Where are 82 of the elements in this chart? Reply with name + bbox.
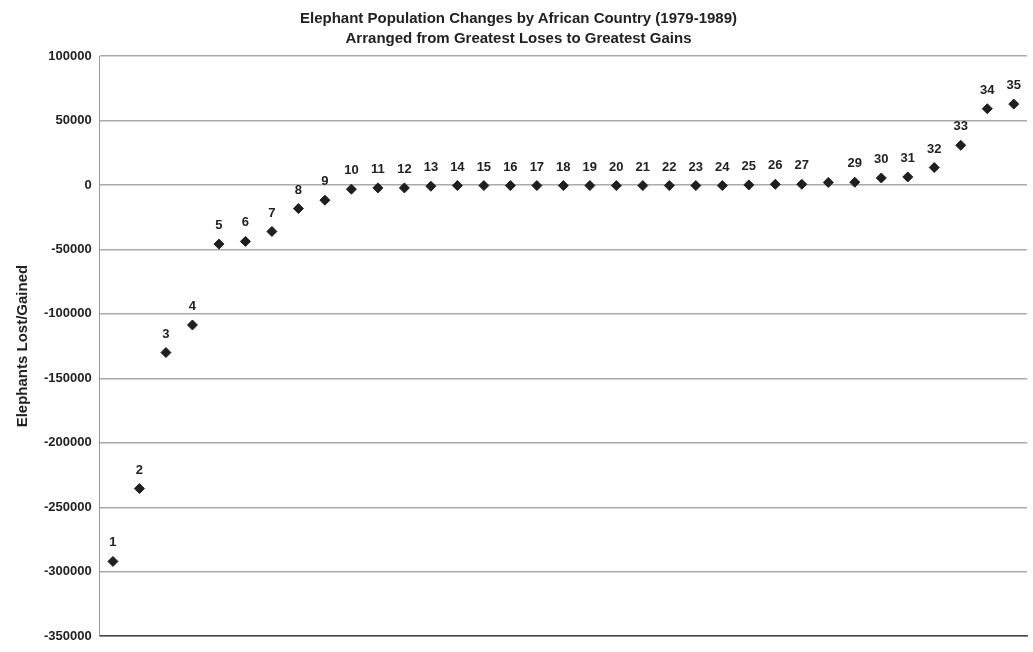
point — [372, 182, 384, 194]
x-tick-label: 17 — [529, 158, 545, 174]
x-tick-label: 21 — [635, 158, 651, 174]
chart-title: Elephant Population Changes by African Country (1979-1989) — [299, 9, 738, 27]
point — [584, 180, 596, 192]
point — [637, 180, 649, 192]
point — [849, 176, 861, 188]
point — [186, 319, 198, 331]
point — [902, 171, 914, 183]
x-tick-label: 16 — [503, 158, 518, 174]
x-tick-label: 12 — [397, 160, 412, 176]
x-tick-label: 20 — [609, 158, 624, 174]
point — [716, 180, 728, 192]
y-tick-label: -300000 — [43, 563, 92, 579]
x-tick-label: 29 — [847, 155, 863, 171]
point — [557, 180, 569, 192]
x-tick-label: 8 — [294, 181, 303, 197]
point — [875, 172, 887, 184]
point — [292, 203, 304, 215]
y-tick-label: 50000 — [55, 112, 92, 128]
point — [663, 180, 675, 192]
x-tick-label: 1 — [109, 534, 117, 550]
point — [822, 176, 834, 188]
point — [133, 483, 145, 495]
x-tick-label: 31 — [900, 150, 916, 166]
x-tick-label: 13 — [423, 159, 439, 175]
x-tick-label: 33 — [953, 118, 968, 134]
y-tick-label: -250000 — [43, 498, 92, 514]
x-tick-label: 2 — [135, 461, 144, 477]
y-tick-label: 0 — [84, 176, 92, 192]
x-tick-label: 4 — [188, 298, 197, 314]
x-tick-label: 9 — [321, 173, 329, 189]
y-tick-label: -50000 — [51, 240, 92, 256]
point — [981, 103, 993, 115]
chart-subtitle: Arranged from Greatest Loses to Greatest Gains — [345, 29, 692, 47]
point — [955, 139, 967, 151]
point — [690, 180, 702, 192]
point — [478, 180, 490, 192]
point — [239, 235, 251, 247]
x-tick-label: 6 — [241, 214, 250, 230]
x-tick-label: 10 — [344, 162, 359, 178]
x-tick-label: 25 — [741, 158, 757, 174]
point — [796, 178, 808, 190]
x-tick-label: 11 — [371, 160, 385, 176]
x-tick-label: 14 — [450, 158, 466, 174]
point — [107, 555, 119, 567]
point — [743, 179, 755, 191]
x-tick-label: 26 — [768, 157, 783, 173]
point — [1008, 98, 1020, 110]
point — [531, 180, 543, 192]
y-tick-label: -200000 — [43, 434, 92, 450]
point — [213, 238, 225, 250]
point — [345, 183, 357, 195]
point — [504, 180, 516, 192]
point — [769, 178, 781, 190]
x-tick-label: 22 — [662, 158, 677, 174]
point — [398, 182, 410, 194]
x-tick-label: 15 — [476, 158, 492, 174]
point — [610, 180, 622, 192]
x-tick-label: 3 — [162, 325, 170, 341]
point — [425, 180, 437, 192]
point — [928, 162, 940, 174]
x-tick-label: 19 — [582, 158, 598, 174]
y-tick-label: -100000 — [43, 305, 92, 321]
y-axis-title: Elephants Lost/Gained — [13, 264, 31, 428]
point — [451, 180, 463, 192]
x-tick-label: 30 — [874, 151, 889, 167]
point — [319, 194, 331, 206]
x-tick-label: 24 — [715, 158, 731, 174]
point — [160, 347, 172, 359]
x-tick-label: 34 — [980, 81, 996, 97]
y-tick-label: -150000 — [43, 369, 92, 385]
x-tick-label: 5 — [215, 217, 223, 233]
point — [266, 225, 278, 237]
x-tick-label: 27 — [794, 157, 810, 173]
x-tick-label: 23 — [688, 158, 704, 174]
y-tick-label: 100000 — [48, 47, 92, 63]
x-tick-label: 32 — [927, 140, 942, 156]
y-tick-label: -350000 — [43, 627, 92, 643]
x-tick-label: 18 — [556, 158, 571, 174]
x-tick-label: 7 — [268, 204, 276, 220]
x-tick-label: 35 — [1006, 77, 1021, 93]
